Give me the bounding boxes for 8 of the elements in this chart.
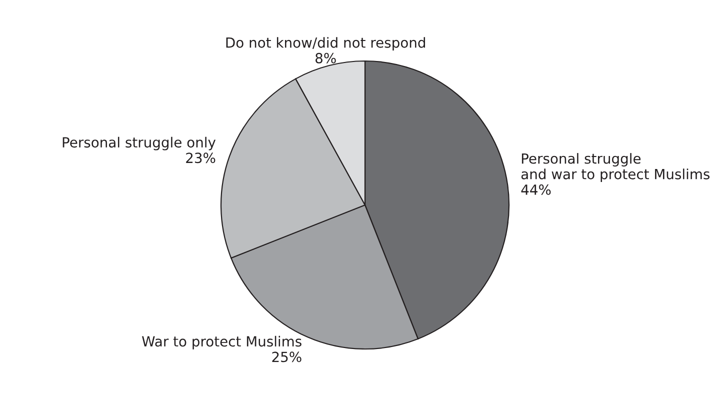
data-label: 44% xyxy=(521,184,551,195)
slice-label: War to protect Muslims xyxy=(142,336,302,350)
data-label: 23% xyxy=(186,152,216,164)
slice-label: Personal struggle and war to protect Muslims xyxy=(521,153,710,182)
data-label: 25% xyxy=(272,352,302,362)
slice-label: Do not know/did not respond xyxy=(226,37,426,51)
slice-label: Personal struggle only xyxy=(62,136,216,150)
data-label: 8% xyxy=(316,52,336,64)
